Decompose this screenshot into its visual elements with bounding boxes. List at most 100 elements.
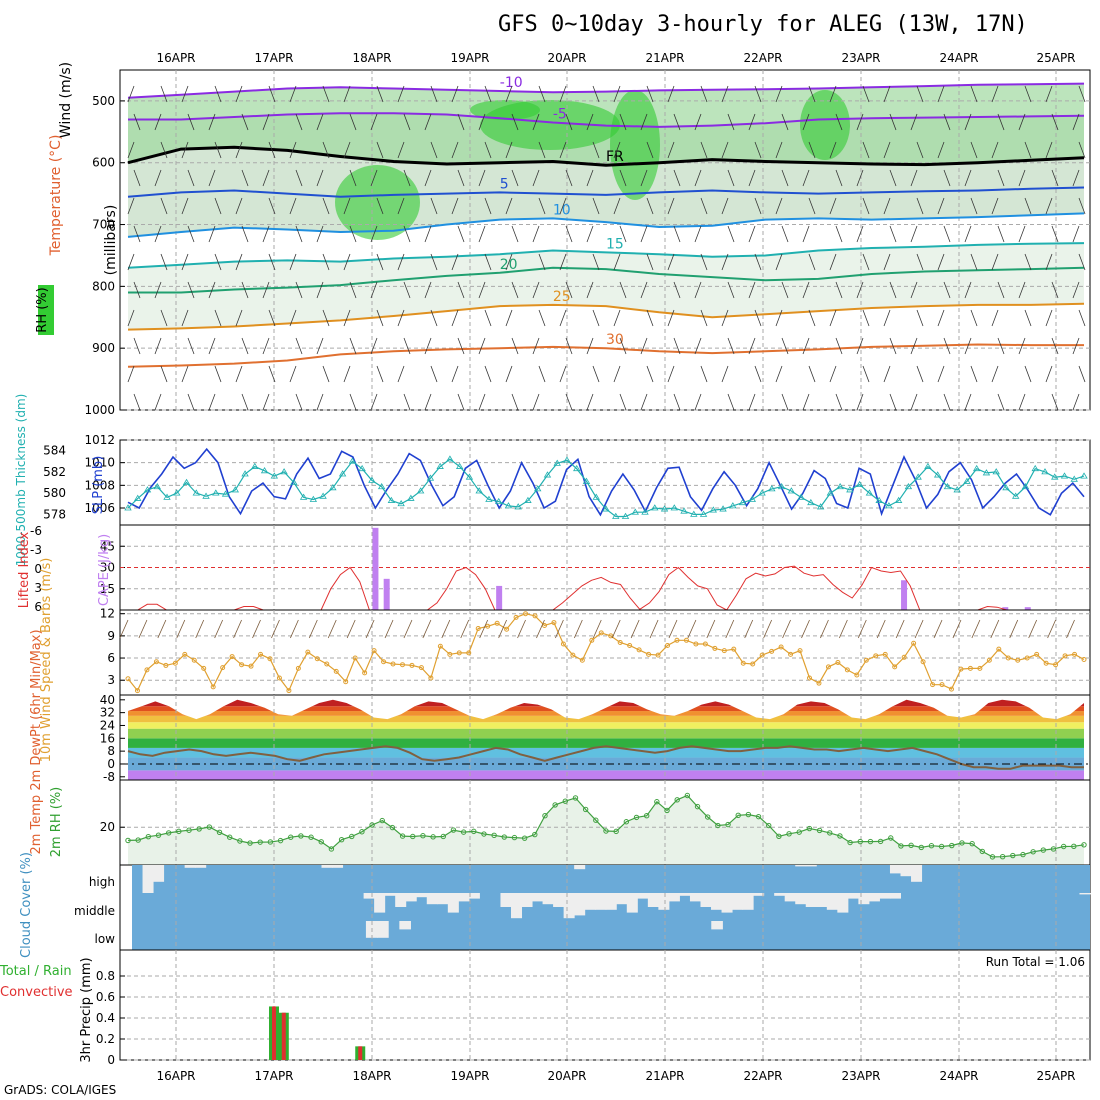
wind10-barb [1066, 619, 1075, 639]
cloud-middle-bar [363, 893, 375, 899]
wind-barb [1051, 337, 1059, 355]
wind10-tick-12: 12 [100, 607, 115, 621]
isotherm-5 [127, 186, 1085, 198]
thickness-point [416, 487, 425, 494]
wind-barb [862, 141, 870, 159]
temp-band-0 [128, 770, 1084, 780]
rh-axis-label: RH (%) [35, 287, 50, 332]
wind10-point [636, 647, 642, 653]
rh2m-point [776, 833, 782, 839]
thickness-point [982, 469, 991, 476]
wind-barb [235, 197, 243, 215]
thickness-point [504, 502, 513, 509]
wind10-point [1062, 653, 1068, 659]
wind-barb [397, 141, 405, 159]
thickness-point [943, 482, 952, 490]
wind-barb [484, 197, 492, 215]
rh2m-point [308, 834, 314, 840]
wind10-point [125, 676, 131, 682]
wind-barb [889, 393, 897, 411]
wind-barb [430, 253, 438, 271]
wind10-point [1024, 655, 1030, 661]
wind-barb [613, 85, 621, 103]
rh2m-point [369, 822, 375, 828]
rh2m-point [755, 813, 762, 820]
wind-barb [586, 393, 594, 411]
cape-tick-30: 30 [100, 561, 115, 575]
wind-barb [133, 337, 141, 355]
wind10-panel-frame [119, 609, 1091, 696]
temp-tick-8: 8 [107, 744, 115, 758]
wind10-point [182, 651, 188, 657]
wind-barb [322, 197, 330, 215]
wind10-point [939, 682, 945, 688]
wind-barb [991, 197, 999, 215]
thickness-point [885, 502, 893, 509]
wind-barb [721, 197, 729, 215]
rh2m-point [460, 829, 467, 835]
wind10-barb [990, 619, 1000, 639]
cloud-high-bar [911, 865, 923, 882]
date-label-top-8: 24APR [939, 51, 978, 65]
rh2m-point [186, 827, 192, 833]
cloud-middle-bar [647, 893, 659, 907]
wind-barb [322, 253, 330, 271]
rh2m-point [501, 834, 507, 840]
rh2m-point [389, 824, 396, 831]
wind-barb [910, 225, 918, 243]
cloud-middle-bar [542, 893, 554, 905]
wind-barb [376, 197, 384, 215]
wind-barb [343, 309, 351, 327]
wind-barb [889, 281, 897, 299]
wind-barb [592, 141, 600, 159]
rh2m-point [674, 797, 680, 803]
wind-barb [430, 365, 438, 383]
wind-barb [592, 253, 600, 271]
rh-moist-patch-2 [610, 90, 660, 200]
wind10-point [541, 623, 547, 629]
wind-barb [586, 281, 594, 299]
wind-barb [505, 85, 513, 103]
wind-barb [214, 253, 222, 271]
wind-barb [1051, 225, 1059, 243]
cloud-middle-bar [658, 893, 670, 910]
wind-barb [613, 197, 621, 215]
wind-barb [289, 309, 297, 327]
wind-barb [127, 141, 135, 159]
rh2m-point [450, 827, 457, 833]
wind-barb [916, 253, 924, 271]
rh2m-point [633, 814, 640, 821]
thickness-point [494, 497, 503, 505]
slp-tick-1010: 1010 [84, 456, 115, 470]
run-total-label: Run Total = 1.06 [986, 955, 1085, 969]
li-tick-3: 3 [34, 581, 42, 595]
cloud-middle-bar [521, 893, 533, 907]
wind-barb [505, 309, 513, 327]
wind-barb [241, 113, 249, 131]
wind-barb [478, 281, 486, 299]
wind-barb [235, 365, 243, 383]
wind10-point [655, 652, 661, 658]
date-label-bottom-3: 19APR [450, 1069, 489, 1083]
wind10-barb [308, 619, 318, 639]
wind-barb [781, 393, 789, 411]
wind-barb [937, 365, 945, 383]
wind-barb [316, 393, 324, 411]
wind-barb [241, 337, 249, 355]
rh2m-point [155, 832, 162, 838]
wind10-point [324, 661, 330, 667]
wind10-barb [725, 619, 735, 639]
wind-barb [1078, 141, 1086, 159]
thickness-point [807, 498, 815, 506]
wind-barb [268, 365, 276, 383]
thickness-point [816, 503, 825, 510]
wind-barb [397, 309, 405, 327]
wind-barb [505, 141, 513, 159]
temp-band-3 [128, 738, 1084, 748]
wind-barb [451, 253, 459, 271]
wind-barb [781, 225, 789, 243]
isotherm-30 [127, 343, 1084, 368]
thickness-point [163, 493, 171, 500]
cloud-high-bar [184, 865, 196, 868]
